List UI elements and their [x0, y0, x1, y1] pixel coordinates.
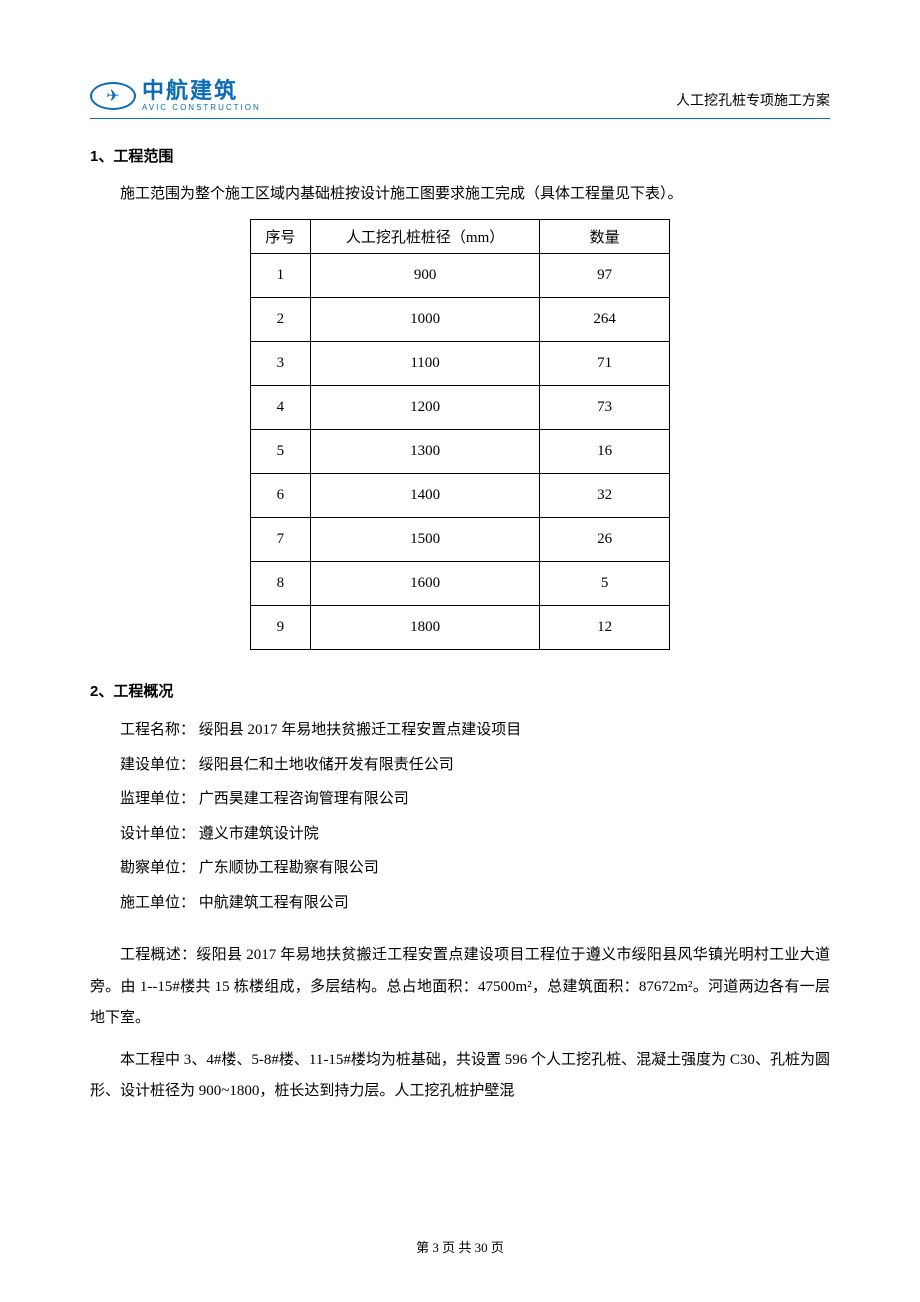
kv-name: 工程名称： 绥阳县 2017 年易地扶贫搬迁工程安置点建设项目	[90, 713, 830, 748]
cell-seq: 9	[251, 606, 311, 650]
pile-table: 序号 人工挖孔桩桩径（mm） 数量 190097 21000264 311007…	[250, 219, 670, 650]
table-row: 21000264	[251, 298, 670, 342]
kv-survey: 勘察单位： 广东顺协工程勘察有限公司	[90, 851, 830, 886]
kv-value: 绥阳县 2017 年易地扶贫搬迁工程安置点建设项目	[199, 722, 522, 738]
cell-seq: 5	[251, 430, 311, 474]
cell-diam: 1800	[310, 606, 539, 650]
table-row: 5130016	[251, 430, 670, 474]
section-1-heading: 1、工程范围	[90, 145, 830, 166]
doc-title: 人工挖孔桩专项施工方案	[676, 90, 830, 112]
kv-label: 设计单位：	[120, 826, 195, 842]
cell-qty: 71	[540, 342, 670, 386]
cell-qty: 16	[540, 430, 670, 474]
cell-diam: 1500	[310, 518, 539, 562]
col-diam: 人工挖孔桩桩径（mm）	[310, 220, 539, 254]
cell-qty: 97	[540, 254, 670, 298]
logo: 中航建筑 AVIC CONSTRUCTION	[90, 80, 261, 112]
cell-seq: 8	[251, 562, 311, 606]
table-row: 816005	[251, 562, 670, 606]
kv-value: 绥阳县仁和土地收储开发有限责任公司	[199, 757, 454, 773]
kv-label: 建设单位：	[120, 757, 195, 773]
table-row: 190097	[251, 254, 670, 298]
cell-seq: 4	[251, 386, 311, 430]
cell-qty: 5	[540, 562, 670, 606]
logo-en: AVIC CONSTRUCTION	[142, 104, 261, 112]
cell-seq: 6	[251, 474, 311, 518]
spacer	[90, 920, 830, 930]
kv-constr: 施工单位： 中航建筑工程有限公司	[90, 886, 830, 921]
kv-value: 中航建筑工程有限公司	[199, 895, 349, 911]
page-number: 第 3 页 共 30 页	[0, 1237, 920, 1256]
overview-p1: 工程概述：绥阳县 2017 年易地扶贫搬迁工程安置点建设项目工程位于遵义市绥阳县…	[90, 940, 830, 1035]
table-row: 6140032	[251, 474, 670, 518]
table-row: 4120073	[251, 386, 670, 430]
cell-diam: 1100	[310, 342, 539, 386]
table-header-row: 序号 人工挖孔桩桩径（mm） 数量	[251, 220, 670, 254]
cell-diam: 900	[310, 254, 539, 298]
cell-qty: 73	[540, 386, 670, 430]
cell-seq: 3	[251, 342, 311, 386]
cell-qty: 12	[540, 606, 670, 650]
cell-qty: 32	[540, 474, 670, 518]
page: 中航建筑 AVIC CONSTRUCTION 人工挖孔桩专项施工方案 1、工程范…	[0, 0, 920, 1108]
kv-label: 勘察单位：	[120, 860, 195, 876]
col-seq: 序号	[251, 220, 311, 254]
kv-label: 监理单位：	[120, 791, 195, 807]
cell-diam: 1000	[310, 298, 539, 342]
logo-cn: 中航建筑	[142, 80, 261, 102]
table-row: 7150026	[251, 518, 670, 562]
cell-diam: 1400	[310, 474, 539, 518]
cell-diam: 1600	[310, 562, 539, 606]
cell-seq: 2	[251, 298, 311, 342]
kv-label: 工程名称：	[120, 722, 195, 738]
kv-value: 广西昊建工程咨询管理有限公司	[199, 791, 409, 807]
kv-supv: 监理单位： 广西昊建工程咨询管理有限公司	[90, 782, 830, 817]
kv-label: 施工单位：	[120, 895, 195, 911]
cell-seq: 1	[251, 254, 311, 298]
cell-diam: 1300	[310, 430, 539, 474]
cell-seq: 7	[251, 518, 311, 562]
cell-qty: 26	[540, 518, 670, 562]
kv-value: 遵义市建筑设计院	[199, 826, 319, 842]
cell-diam: 1200	[310, 386, 539, 430]
kv-value: 广东顺协工程勘察有限公司	[199, 860, 379, 876]
kv-build: 建设单位： 绥阳县仁和土地收储开发有限责任公司	[90, 748, 830, 783]
page-header: 中航建筑 AVIC CONSTRUCTION 人工挖孔桩专项施工方案	[90, 80, 830, 119]
overview-p2: 本工程中 3、4#楼、5-8#楼、11-15#楼均为桩基础，共设置 596 个人…	[90, 1045, 830, 1108]
kv-design: 设计单位： 遵义市建筑设计院	[90, 817, 830, 852]
section-2-heading: 2、工程概况	[90, 680, 830, 701]
logo-mark-icon	[90, 82, 136, 110]
table-row: 3110071	[251, 342, 670, 386]
table-row: 9180012	[251, 606, 670, 650]
cell-qty: 264	[540, 298, 670, 342]
section-1-intro: 施工范围为整个施工区域内基础桩按设计施工图要求施工完成（具体工程量见下表）。	[90, 178, 830, 211]
col-qty: 数量	[540, 220, 670, 254]
logo-text: 中航建筑 AVIC CONSTRUCTION	[142, 80, 261, 112]
